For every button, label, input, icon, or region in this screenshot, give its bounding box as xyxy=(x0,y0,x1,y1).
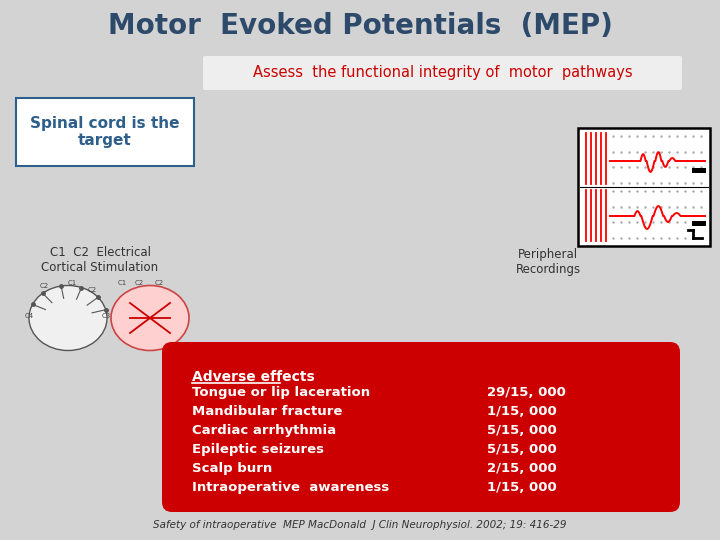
Text: Motor  Evoked Potentials  (MEP): Motor Evoked Potentials (MEP) xyxy=(107,12,613,40)
Text: 2/15, 000: 2/15, 000 xyxy=(487,462,557,475)
Text: Epileptic seizures: Epileptic seizures xyxy=(192,443,324,456)
Text: Mandibular fracture: Mandibular fracture xyxy=(192,405,343,418)
Text: Cardiac arrhythmia: Cardiac arrhythmia xyxy=(192,424,336,437)
Text: C2: C2 xyxy=(135,280,144,286)
Text: 1/15, 000: 1/15, 000 xyxy=(487,405,557,418)
Text: C2: C2 xyxy=(155,280,164,286)
FancyBboxPatch shape xyxy=(203,56,682,90)
FancyBboxPatch shape xyxy=(162,342,680,512)
Text: C1  C2  Electrical
Cortical Stimulation: C1 C2 Electrical Cortical Stimulation xyxy=(42,246,158,274)
Text: Safety of intraoperative  MEP MacDonald  J Clin Neurophysiol. 2002; 19: 416-29: Safety of intraoperative MEP MacDonald J… xyxy=(153,520,567,530)
Text: 5/15, 000: 5/15, 000 xyxy=(487,424,557,437)
FancyBboxPatch shape xyxy=(578,128,710,246)
Text: Adverse effects: Adverse effects xyxy=(192,370,315,384)
Text: Spinal cord is the
target: Spinal cord is the target xyxy=(30,116,180,148)
Text: C3: C3 xyxy=(102,313,112,319)
Text: 29/15, 000: 29/15, 000 xyxy=(487,386,566,399)
Text: C1: C1 xyxy=(68,280,77,286)
Text: C2: C2 xyxy=(88,287,97,293)
Text: Tongue or lip laceration: Tongue or lip laceration xyxy=(192,386,370,399)
FancyBboxPatch shape xyxy=(692,168,706,173)
FancyBboxPatch shape xyxy=(16,98,194,166)
Text: Scalp burn: Scalp burn xyxy=(192,462,272,475)
Text: Intraoperative  awareness: Intraoperative awareness xyxy=(192,481,390,494)
Ellipse shape xyxy=(111,286,189,350)
Text: C1: C1 xyxy=(118,280,127,286)
Text: C4: C4 xyxy=(25,313,34,319)
FancyBboxPatch shape xyxy=(692,221,706,226)
Text: 5/15, 000: 5/15, 000 xyxy=(487,443,557,456)
Text: Peripheral
Recordings: Peripheral Recordings xyxy=(516,248,580,276)
Text: Assess  the functional integrity of  motor  pathways: Assess the functional integrity of motor… xyxy=(253,65,632,80)
Ellipse shape xyxy=(29,286,107,350)
Text: 1/15, 000: 1/15, 000 xyxy=(487,481,557,494)
Text: C2: C2 xyxy=(40,283,49,289)
